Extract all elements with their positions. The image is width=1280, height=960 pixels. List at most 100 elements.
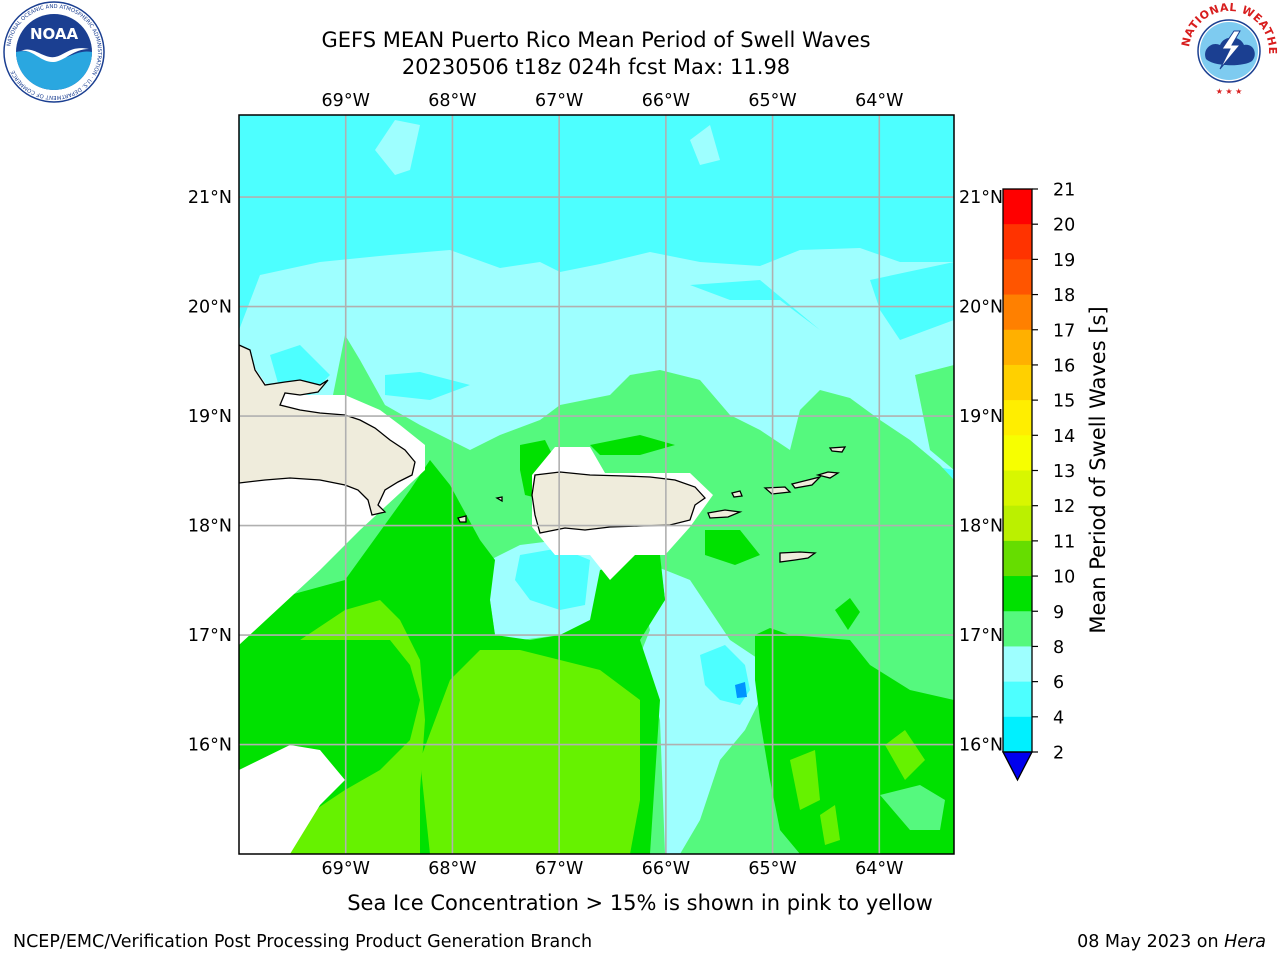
land-vieques: [707, 509, 743, 519]
contour-period-8-9-top-right-patch: [690, 125, 720, 165]
colorbar-tick-label: 6: [1053, 673, 1064, 693]
colorbar-extend-arrow: [1001, 751, 1034, 782]
sea-ice-note: Sea Ice Concentration > 15% is shown in …: [347, 891, 933, 915]
land-st-john: [790, 475, 823, 489]
colorbar-segment: [1003, 364, 1032, 401]
contour-period-6-8-south-center: [515, 548, 590, 610]
contour-period-9-10-east-patch: [880, 785, 945, 830]
colorbar-segment: [1003, 716, 1032, 753]
noaa-logo: NATIONAL OCEANIC AND ATMOSPHERIC ADMINIS…: [3, 1, 105, 103]
contour-period-10-11-center-north: [590, 435, 675, 455]
bottom-lon-label: 64°W: [855, 859, 903, 879]
contour-period-11-12-east3: [820, 805, 840, 845]
colorbar-tick-label: 19: [1053, 251, 1075, 271]
bottom-lon-label: 68°W: [428, 859, 476, 879]
colorbar-segment: [1003, 611, 1032, 647]
bottom-lon-label: 65°W: [748, 859, 796, 879]
top-longitude-labels: 69°W 68°W 67°W 66°W 65°W 64°W: [322, 91, 904, 111]
contour-period-11-12-east: [790, 750, 820, 810]
colorbar-label: Mean Period of Swell Waves [s]: [1086, 306, 1110, 633]
footer-date: 08 May 2023 on Hera: [1077, 932, 1266, 952]
colorbar-segment: [1003, 400, 1032, 436]
colorbar-segment: [1003, 681, 1032, 718]
colorbar-segment: [1003, 470, 1032, 507]
land-mona: [457, 515, 467, 523]
colorbar-tick-label: 12: [1053, 497, 1075, 517]
colorbar-segment: [1003, 189, 1032, 225]
right-lat-label: 21°N: [959, 188, 1003, 208]
colorbar-segment: [1003, 329, 1032, 366]
land-st-croix: [779, 551, 817, 563]
colorbar-segment: [1003, 259, 1032, 296]
contour-period-6-8-patch-east2: [870, 262, 954, 340]
colorbar-tick-label: 8: [1053, 638, 1064, 658]
right-lat-label: 18°N: [959, 517, 1003, 537]
land-culebra: [731, 490, 743, 498]
right-lat-label: 16°N: [959, 736, 1003, 756]
left-lat-label: 19°N: [188, 407, 232, 427]
left-lat-label: 20°N: [188, 298, 232, 318]
colorbar-segment: [1003, 224, 1032, 260]
left-lat-label: 21°N: [188, 188, 232, 208]
colorbar-segment: [1003, 505, 1032, 542]
masked-region-southwest: [239, 745, 345, 854]
top-lon-label: 67°W: [535, 91, 583, 111]
colorbar-ticks: 21 20 19 18 17 16 15 14 13 12 11 10 9 8 6 4 2: [1032, 181, 1075, 764]
contour-period-8-9-south-center: [490, 540, 760, 854]
footer-date-text: 08 May 2023 on: [1077, 932, 1225, 952]
colorbar-tick-label: 11: [1053, 532, 1075, 552]
right-lat-label: 20°N: [959, 298, 1003, 318]
bottom-lon-label: 67°W: [535, 859, 583, 879]
top-lon-label: 65°W: [748, 91, 796, 111]
colorbar-tick-label: 9: [1053, 603, 1064, 623]
colorbar-tick-label: 2: [1053, 744, 1064, 764]
map-frame: [238, 114, 955, 855]
chart-title-line1: GEFS MEAN Puerto Rico Mean Period of Swe…: [321, 28, 871, 52]
right-latitude-labels: 21°N 20°N 19°N 18°N 17°N 16°N: [959, 188, 1003, 755]
land-st-thomas: [763, 486, 792, 495]
contour-period-11-12-center-small: [575, 775, 592, 812]
right-lat-label: 17°N: [959, 626, 1003, 646]
bottom-lon-label: 66°W: [642, 859, 690, 879]
left-latitude-labels: 21°N 20°N 19°N 18°N 17°N 16°N: [188, 188, 232, 755]
colorbar-segment: [1003, 576, 1032, 612]
colorbar-tick-label: 14: [1053, 427, 1075, 447]
top-lon-label: 64°W: [855, 91, 903, 111]
land-desecheo: [495, 496, 503, 503]
colorbar-segment: [1003, 646, 1032, 683]
contour-period-10-11-east-small: [835, 598, 860, 630]
colorbar: [1001, 188, 1034, 782]
bottom-longitude-labels: 69°W 68°W 67°W 66°W 65°W 64°W: [322, 859, 904, 879]
noaa-logo-text: NOAA: [30, 25, 79, 43]
right-lat-label: 19°N: [959, 407, 1003, 427]
contour-period-10-11-vieques: [705, 530, 760, 565]
chart-title-line2: 20230506 t18z 024h fcst Max: 11.98: [401, 55, 791, 79]
contour-period-11-12-west: [280, 600, 425, 854]
top-lon-label: 68°W: [428, 91, 476, 111]
colorbar-segment: [1003, 540, 1032, 577]
land-anegada: [828, 446, 847, 453]
bottom-lon-label: 69°W: [322, 859, 370, 879]
footer-host: Hera: [1224, 932, 1266, 952]
top-lon-label: 66°W: [642, 91, 690, 111]
left-lat-label: 17°N: [188, 626, 232, 646]
colorbar-tick-label: 21: [1053, 181, 1075, 201]
nws-stars-icon: ★ ★ ★: [1216, 87, 1243, 96]
contour-period-11-12-east2: [885, 730, 925, 780]
left-lat-label: 16°N: [188, 736, 232, 756]
colorbar-tick-label: 17: [1053, 321, 1075, 341]
contour-period-6-8-patch-east: [690, 280, 820, 330]
colorbar-segment: [1003, 435, 1032, 471]
land-tortola: [815, 471, 840, 479]
left-lat-label: 18°N: [188, 517, 232, 537]
colorbar-tick-label: 4: [1053, 708, 1064, 728]
top-lon-label: 69°W: [322, 91, 370, 111]
contour-period-9-10-east-arc: [915, 365, 954, 470]
land-puerto-rico: [531, 471, 706, 534]
colorbar-segment: [1003, 294, 1032, 331]
map-gridlines: [239, 115, 954, 854]
nws-logo: NATIONAL WEATHER SERVICE ★ ★ ★: [1178, 1, 1279, 99]
colorbar-tick-label: 10: [1053, 568, 1075, 588]
land-hispaniola: [239, 344, 416, 516]
